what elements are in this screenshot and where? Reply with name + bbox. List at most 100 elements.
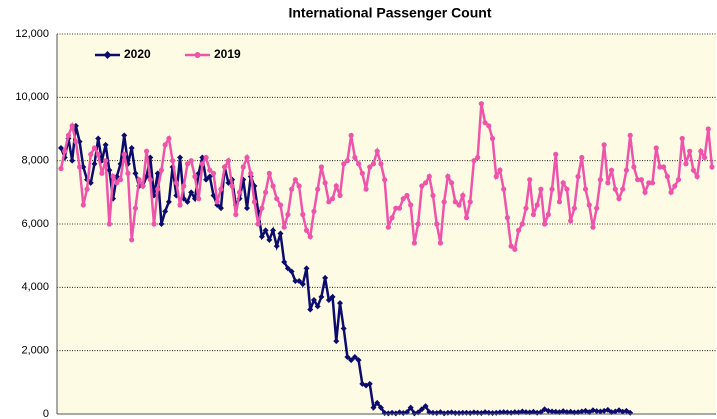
data-point — [58, 165, 64, 172]
data-point — [210, 170, 217, 176]
data-point — [229, 183, 235, 189]
data-point — [143, 148, 150, 154]
data-point — [199, 161, 205, 167]
data-point — [72, 122, 79, 129]
data-point — [501, 186, 507, 192]
data-point — [434, 221, 440, 227]
data-point — [530, 211, 537, 218]
data-point — [411, 240, 417, 246]
data-point — [303, 265, 310, 272]
data-point — [284, 265, 291, 272]
data-point — [322, 274, 329, 281]
data-point — [377, 404, 384, 411]
data-point — [337, 300, 343, 307]
data-point — [207, 167, 213, 173]
data-point — [668, 189, 674, 195]
data-point — [266, 170, 272, 176]
data-point — [549, 408, 556, 415]
data-point — [270, 183, 276, 189]
data-point — [259, 205, 265, 211]
data-point — [709, 164, 715, 170]
data-point — [344, 354, 351, 360]
data-point — [88, 151, 94, 157]
data-point — [422, 403, 429, 410]
data-point — [664, 173, 670, 180]
data-point — [489, 135, 496, 142]
data-point — [262, 227, 269, 234]
data-point — [549, 186, 555, 192]
data-point — [545, 211, 551, 218]
data-point — [325, 297, 332, 303]
plot-area — [57, 34, 716, 414]
data-point — [348, 132, 354, 138]
data-point — [675, 177, 682, 183]
data-point — [527, 177, 533, 183]
data-point — [162, 142, 168, 148]
data-point — [441, 410, 448, 417]
data-point — [344, 158, 351, 164]
y-tick-label: 4,000 — [21, 281, 49, 293]
data-point — [91, 160, 98, 167]
data-point — [225, 179, 232, 186]
data-point — [542, 221, 548, 227]
data-point — [627, 132, 633, 138]
data-point — [203, 154, 209, 161]
data-point — [378, 161, 384, 167]
data-point — [404, 192, 410, 199]
data-point — [128, 145, 135, 151]
data-point — [534, 202, 540, 208]
data-point — [277, 230, 284, 237]
data-point — [129, 237, 135, 243]
legend-marker — [103, 51, 112, 59]
data-point — [631, 164, 637, 170]
data-point — [515, 227, 522, 233]
data-point — [240, 164, 246, 170]
data-point — [374, 399, 381, 406]
data-point — [166, 135, 172, 142]
data-point — [248, 170, 254, 176]
data-point — [538, 186, 544, 192]
data-point — [177, 154, 184, 161]
data-point — [121, 132, 128, 139]
data-point — [165, 198, 172, 205]
data-point — [340, 325, 347, 332]
data-point — [646, 180, 652, 186]
data-point — [683, 161, 689, 167]
data-point — [136, 177, 142, 183]
data-point — [69, 123, 75, 129]
data-point — [694, 173, 700, 180]
data-point — [419, 183, 425, 189]
data-point — [299, 281, 306, 288]
data-point — [556, 199, 563, 205]
data-point — [95, 151, 101, 157]
data-point — [456, 410, 463, 417]
y-tick-label: 0 — [43, 408, 49, 419]
data-point — [352, 154, 358, 161]
data-point — [206, 173, 213, 180]
data-point — [225, 158, 231, 164]
data-point — [370, 404, 377, 411]
data-point — [255, 221, 261, 227]
data-point — [333, 338, 340, 345]
data-point — [318, 293, 325, 300]
data-point — [415, 221, 421, 227]
data-point — [285, 211, 291, 218]
data-point — [396, 205, 403, 211]
data-point — [106, 221, 112, 227]
data-point — [351, 354, 358, 360]
data-point — [296, 278, 303, 284]
data-point — [355, 357, 362, 364]
data-point — [329, 196, 336, 202]
data-point — [114, 180, 120, 186]
data-point — [311, 208, 317, 214]
data-point — [281, 224, 287, 230]
data-point — [170, 158, 176, 164]
data-point — [217, 205, 224, 212]
data-point — [274, 196, 280, 202]
data-point — [497, 167, 503, 173]
data-point — [601, 142, 607, 148]
data-point — [575, 173, 581, 180]
data-point — [281, 259, 288, 265]
data-point — [653, 145, 659, 151]
data-point — [616, 196, 622, 202]
